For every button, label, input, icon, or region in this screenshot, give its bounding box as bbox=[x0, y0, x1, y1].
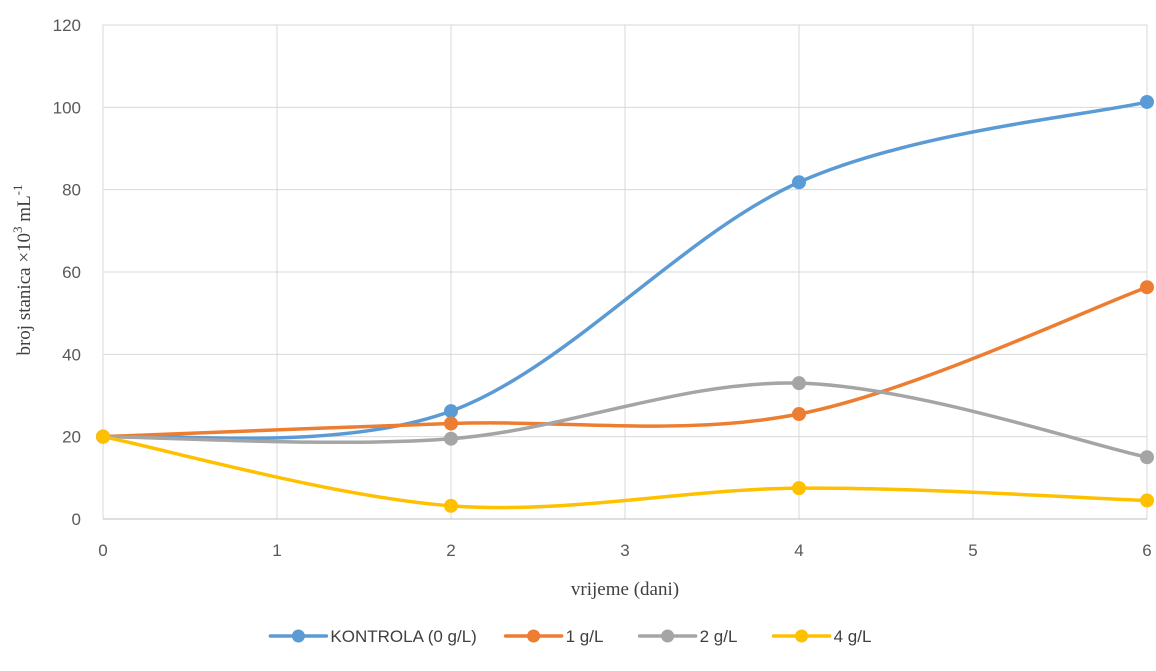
x-tick-label: 2 bbox=[446, 541, 455, 560]
legend-item: 1 g/L bbox=[503, 627, 604, 646]
series-line bbox=[101, 285, 1149, 439]
legend-item: 2 g/L bbox=[637, 627, 738, 646]
legend-label: 2 g/L bbox=[700, 627, 738, 646]
y-axis-title: broj stanica ×103 mL-1 bbox=[10, 184, 35, 355]
x-axis-title: vrijeme (dani) bbox=[571, 579, 679, 600]
legend-label: KONTROLA (0 g/L) bbox=[330, 627, 476, 646]
y-axis-title-unit: mL bbox=[14, 195, 35, 226]
y-axis-title-exponent: 3 bbox=[10, 226, 25, 233]
data-point bbox=[444, 404, 458, 419]
data-point bbox=[792, 175, 806, 190]
y-axis-title-unit-exponent: -1 bbox=[10, 184, 25, 195]
data-point bbox=[1140, 493, 1154, 508]
legend-item: KONTROLA (0 g/L) bbox=[268, 627, 477, 646]
tick-labels: 0 20 40 60 80 100 120 0 1 2 3 4 5 6 bbox=[53, 16, 1152, 560]
data-point bbox=[444, 431, 458, 446]
series-line bbox=[101, 381, 1149, 459]
y-tick-label: 80 bbox=[62, 181, 81, 200]
data-point bbox=[1140, 280, 1154, 295]
legend-label: 4 g/L bbox=[834, 627, 872, 646]
x-tick-label: 5 bbox=[968, 541, 977, 560]
data-point bbox=[792, 407, 806, 422]
y-tick-label: 0 bbox=[72, 510, 81, 529]
data-point bbox=[792, 481, 806, 496]
x-tick-label: 4 bbox=[794, 541, 803, 560]
y-tick-label: 20 bbox=[62, 428, 81, 447]
grid bbox=[102, 24, 1148, 519]
y-tick-label: 60 bbox=[62, 263, 81, 282]
y-tick-label: 100 bbox=[53, 98, 81, 117]
data-point bbox=[1140, 450, 1154, 465]
y-axis-title-main: broj stanica ×10 bbox=[14, 233, 35, 356]
series-line bbox=[101, 434, 1149, 510]
legend-item: 4 g/L bbox=[771, 627, 872, 646]
y-tick-label: 120 bbox=[53, 16, 81, 35]
x-tick-label: 6 bbox=[1142, 541, 1151, 560]
series-group bbox=[96, 94, 1154, 513]
x-tick-label: 3 bbox=[620, 541, 629, 560]
legend: KONTROLA (0 g/L) 1 g/L 2 g/L 4 g/L bbox=[268, 627, 872, 646]
y-tick-label: 40 bbox=[62, 345, 81, 364]
legend-swatch-marker bbox=[795, 629, 809, 643]
legend-swatch-marker bbox=[291, 629, 305, 643]
series bbox=[96, 429, 1154, 513]
data-point bbox=[1140, 94, 1154, 109]
legend-label: 1 g/L bbox=[566, 627, 604, 646]
data-point bbox=[96, 429, 110, 444]
data-point bbox=[444, 416, 458, 431]
x-tick-label: 0 bbox=[98, 541, 107, 560]
legend-swatch-marker bbox=[527, 629, 541, 643]
x-tick-label: 1 bbox=[272, 541, 281, 560]
legend-swatch-marker bbox=[661, 629, 675, 643]
data-point bbox=[444, 498, 458, 513]
series-line bbox=[101, 100, 1149, 441]
data-point bbox=[792, 376, 806, 391]
